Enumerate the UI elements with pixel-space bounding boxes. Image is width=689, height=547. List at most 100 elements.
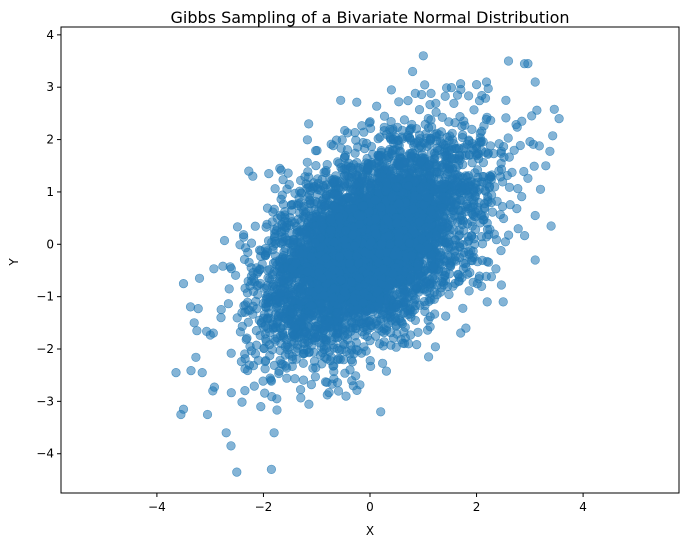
data-point [445,153,455,163]
data-point [494,139,504,149]
data-point [406,273,416,284]
data-point [431,231,442,241]
data-point [260,364,270,374]
data-point [452,90,463,100]
data-point [375,339,385,349]
data-point [345,365,355,375]
data-point [467,143,477,153]
data-point [271,303,281,313]
data-point [372,173,382,183]
data-point [476,136,486,146]
data-point [328,177,338,187]
data-point [343,250,353,260]
data-point [243,365,253,376]
data-point [366,303,376,314]
data-point [499,213,509,224]
data-point [386,315,396,325]
data-point [252,281,262,291]
data-point [389,134,399,145]
data-point [251,340,262,350]
data-point [366,237,376,247]
data-point [474,271,485,281]
data-point [319,290,329,300]
data-point [235,240,245,250]
data-point [420,80,430,90]
data-point [436,127,447,137]
data-point [459,116,469,126]
data-point [235,327,245,337]
data-point [382,256,392,266]
data-point [339,235,349,245]
data-point [479,202,490,213]
data-point [350,241,360,251]
data-point [379,111,390,121]
data-point [263,302,273,312]
data-point [458,240,468,250]
data-point [296,385,306,395]
data-point [444,117,454,127]
data-point [414,270,424,280]
data-point [310,238,321,248]
data-point [393,250,403,260]
data-point [302,157,312,167]
data-point [483,192,493,202]
data-point [402,208,412,218]
data-point [282,184,292,194]
data-point [408,204,418,214]
data-point [444,289,454,300]
data-point [237,397,247,407]
data-point [280,350,290,360]
data-point [355,211,365,222]
data-point [358,201,369,211]
data-point [477,281,487,292]
data-point [283,315,293,325]
data-point [366,123,376,133]
data-point [226,388,236,398]
data-point [249,381,259,391]
data-point [340,171,350,181]
data-point [186,366,196,376]
data-point [496,148,506,158]
data-point [306,252,317,262]
data-point [232,222,243,232]
data-point [282,373,292,383]
data-point [392,122,403,132]
data-point [311,161,321,171]
data-point [339,287,350,297]
data-point [458,160,468,170]
data-point [477,255,487,266]
data-point [237,308,247,318]
data-point [293,340,303,350]
data-point [400,289,410,300]
data-point [374,248,385,258]
data-point [448,135,458,145]
data-point [332,308,342,318]
data-point [471,183,481,194]
data-point [335,252,345,262]
data-point [365,181,375,191]
data-point [314,284,324,294]
data-point [440,270,450,281]
data-point [399,338,410,349]
data-point [432,167,442,177]
data-point [469,211,479,221]
data-point [491,235,502,245]
data-point [391,182,402,192]
data-point [263,266,273,276]
data-point [259,309,269,320]
data-point [460,180,470,190]
data-point [382,322,392,333]
data-point [347,357,358,367]
data-point [449,98,459,108]
data-point [208,328,218,338]
data-point [274,368,284,379]
data-point [226,441,236,451]
data-point [316,216,326,227]
data-point [290,374,300,384]
data-point [301,327,312,337]
data-point [371,229,381,239]
data-point [274,263,285,273]
data-point [421,278,431,288]
data-point [391,302,401,312]
